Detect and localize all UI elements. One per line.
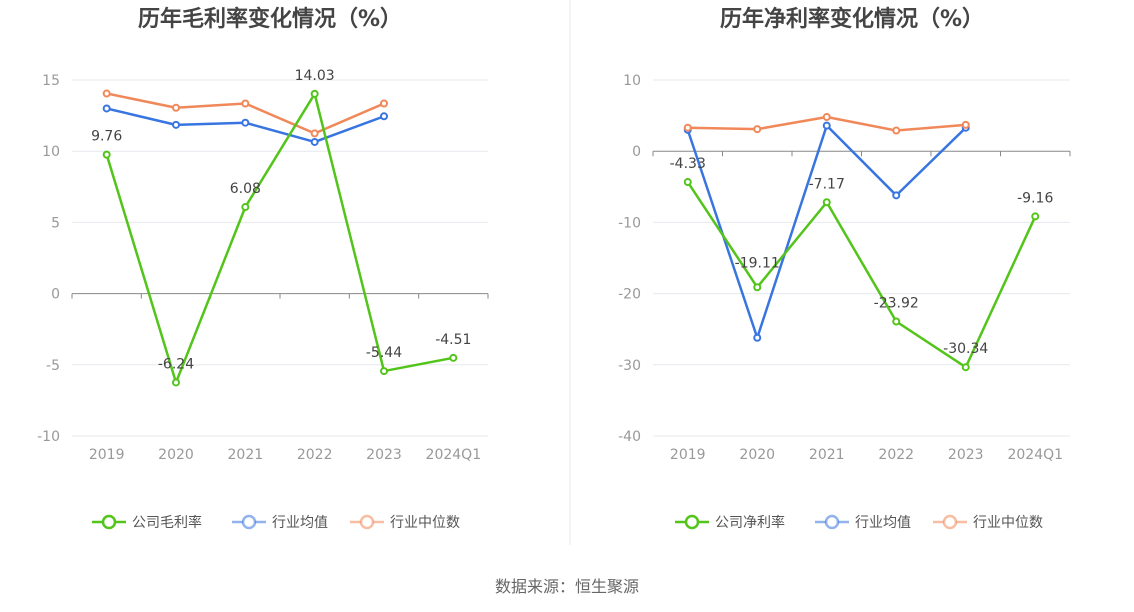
data-label: -7.17 — [809, 176, 845, 192]
legend-item-average[interactable]: 行业均值 — [232, 514, 328, 531]
legend-item-average[interactable]: 行业均值 — [815, 514, 911, 531]
data-label: 6.08 — [230, 181, 261, 197]
data-point-company[interactable] — [241, 203, 250, 212]
gross-margin-chart: 历年毛利率变化情况（%） 15 10 5 0 -5 -10 2019 2020 2021 2022 2… — [37, 6, 489, 531]
y-tick-label: 10 — [623, 73, 641, 89]
y-tick-label: -40 — [618, 429, 641, 445]
y-tick-label: 5 — [51, 215, 60, 231]
data-point-median[interactable] — [241, 99, 250, 108]
data-point-average[interactable] — [102, 104, 111, 113]
x-tick-label: 2024Q1 — [426, 447, 482, 463]
data-point-median[interactable] — [380, 99, 388, 108]
data-point-median[interactable] — [172, 103, 180, 112]
legend-item-company[interactable]: 公司毛利率 — [92, 514, 202, 531]
data-source-note: 数据来源：恒生聚源 — [495, 577, 639, 596]
data-point-average[interactable] — [753, 333, 762, 342]
data-label: -4.33 — [670, 156, 706, 172]
data-label: -19.11 — [735, 255, 780, 271]
data-point-company[interactable] — [683, 178, 692, 187]
y-tick-label: -20 — [618, 287, 641, 303]
series-line-company — [105, 92, 454, 384]
legend-label: 公司净利率 — [715, 514, 785, 531]
y-tick-label: -30 — [618, 358, 641, 374]
y-tick-label: 0 — [51, 287, 60, 303]
legend-swatch-marker — [824, 514, 840, 530]
data-point-average[interactable] — [172, 120, 180, 129]
data-point-median[interactable] — [102, 89, 111, 98]
data-point-average[interactable] — [241, 118, 250, 127]
data-label: 14.03 — [295, 68, 335, 84]
x-tick-label: 2019 — [670, 447, 706, 463]
data-point-median[interactable] — [961, 120, 970, 129]
chart-title: 历年净利率变化情况（%） — [720, 6, 984, 32]
data-label: -4.51 — [435, 332, 471, 348]
x-tick-label: 2020 — [158, 447, 194, 463]
x-tick-label: 2024Q1 — [1007, 447, 1063, 463]
data-point-average[interactable] — [310, 137, 319, 146]
data-point-company[interactable] — [449, 353, 458, 362]
data-label: -30.34 — [943, 341, 988, 357]
y-tick-label: 10 — [42, 144, 60, 160]
data-label: -23.92 — [874, 296, 919, 312]
legend-swatch-marker — [359, 514, 375, 530]
legend-swatch-marker — [684, 514, 700, 530]
x-tick-label: 2022 — [297, 447, 333, 463]
data-point-average[interactable] — [822, 121, 831, 130]
y-tick-label: -10 — [618, 215, 641, 231]
data-point-company[interactable] — [961, 363, 970, 372]
x-tick-label: 2023 — [948, 447, 984, 463]
x-tick-label: 2020 — [739, 447, 775, 463]
legend-item-company[interactable]: 公司净利率 — [675, 514, 785, 531]
legend-item-median[interactable]: 行业中位数 — [350, 514, 460, 531]
legend-label: 行业均值 — [855, 515, 911, 531]
data-point-median[interactable] — [310, 129, 319, 138]
series-line-company — [686, 181, 1037, 369]
legend-label: 行业中位数 — [973, 515, 1043, 531]
data-point-average[interactable] — [380, 112, 388, 121]
legend-swatch-marker — [101, 514, 117, 530]
data-point-company[interactable] — [310, 89, 319, 98]
legend-label: 行业均值 — [272, 515, 328, 531]
series-line-average — [686, 124, 967, 339]
data-point-company[interactable] — [102, 150, 111, 159]
data-point-company[interactable] — [753, 283, 762, 292]
data-point-median[interactable] — [822, 113, 831, 122]
y-tick-label: -5 — [46, 358, 60, 374]
y-tick-label: -10 — [37, 429, 60, 445]
legend-swatch-marker — [241, 514, 257, 530]
data-point-company[interactable] — [1031, 212, 1040, 221]
data-point-company[interactable] — [822, 198, 831, 207]
legend-swatch-marker — [942, 514, 958, 530]
data-point-company[interactable] — [380, 367, 388, 376]
chart-title: 历年毛利率变化情况（%） — [138, 6, 402, 32]
legend-label: 公司毛利率 — [132, 514, 202, 531]
data-label: 9.76 — [91, 129, 122, 145]
legend-label: 行业中位数 — [390, 515, 460, 531]
data-point-average[interactable] — [892, 191, 901, 200]
data-point-company[interactable] — [892, 317, 901, 326]
y-tick-label: 0 — [632, 144, 641, 160]
x-tick-label: 2023 — [366, 447, 402, 463]
x-tick-label: 2021 — [809, 447, 845, 463]
net-margin-chart: 历年净利率变化情况（%） 10 0 -10 -20 -30 -40 2019 2020 2021 2… — [618, 6, 1071, 531]
data-label: -9.16 — [1017, 190, 1053, 206]
data-label: -5.44 — [366, 345, 402, 361]
x-tick-label: 2022 — [878, 447, 914, 463]
legend-item-median[interactable]: 行业中位数 — [933, 514, 1043, 531]
data-point-median[interactable] — [683, 123, 692, 132]
data-point-company[interactable] — [172, 378, 180, 387]
x-tick-label: 2019 — [89, 447, 125, 463]
data-point-median[interactable] — [892, 126, 901, 135]
data-point-median[interactable] — [753, 125, 762, 134]
data-label: -6.24 — [158, 356, 194, 372]
y-tick-label: 15 — [42, 73, 60, 89]
x-tick-label: 2021 — [228, 447, 264, 463]
